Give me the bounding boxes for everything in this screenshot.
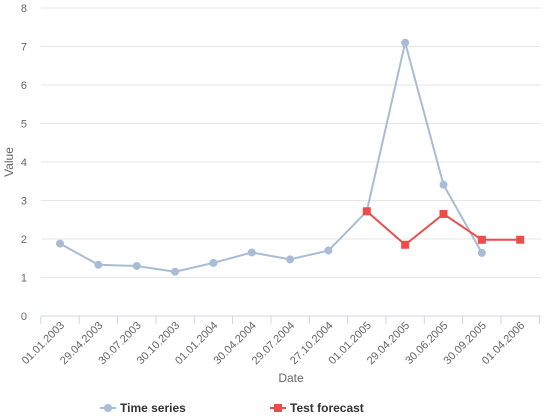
legend: Time series Test forecast: [100, 401, 364, 415]
data-point[interactable]: [401, 38, 410, 47]
legend-item[interactable]: Test forecast: [270, 401, 364, 415]
legend-item[interactable]: Time series: [100, 401, 186, 415]
legend-marker: [104, 404, 112, 412]
y-tick-label: 7: [21, 42, 27, 54]
series-1: [56, 38, 486, 276]
data-point[interactable]: [286, 255, 295, 264]
y-axis-title: Value: [2, 147, 16, 177]
data-point[interactable]: [171, 267, 180, 276]
y-tick-label: 4: [21, 157, 27, 169]
legend-label: Time series: [120, 401, 186, 415]
y-axis-ticks: 0 1 2 3 4 5 6 7 8: [21, 3, 27, 323]
x-axis-ticks: 01.01.200329.04.200330.07.200330.10.2003…: [20, 316, 540, 367]
y-tick-label: 1: [21, 273, 27, 285]
data-point[interactable]: [132, 261, 141, 270]
data-point[interactable]: [439, 209, 448, 218]
series-group: [56, 38, 525, 276]
series-line: [59, 41, 483, 273]
data-point[interactable]: [401, 240, 410, 249]
y-tick-label: 6: [21, 80, 27, 92]
x-axis-title: Date: [278, 371, 304, 385]
data-point[interactable]: [477, 248, 486, 257]
legend-label: Test forecast: [290, 401, 364, 415]
data-point[interactable]: [439, 180, 448, 189]
data-point[interactable]: [362, 207, 371, 216]
y-tick-label: 2: [21, 234, 27, 246]
y-tick-label: 5: [21, 119, 27, 131]
legend-marker: [274, 404, 282, 412]
data-point[interactable]: [324, 246, 333, 255]
series-2: [362, 207, 525, 249]
data-point[interactable]: [516, 235, 525, 244]
y-tick-label: 8: [21, 3, 27, 15]
data-point[interactable]: [56, 239, 64, 248]
y-tick-label: 0: [21, 311, 27, 323]
data-point[interactable]: [209, 258, 218, 267]
y-tick-label: 3: [21, 196, 27, 208]
data-point[interactable]: [94, 260, 103, 269]
data-point[interactable]: [477, 235, 486, 244]
grid-lines: [41, 7, 541, 278]
data-point[interactable]: [247, 248, 256, 257]
